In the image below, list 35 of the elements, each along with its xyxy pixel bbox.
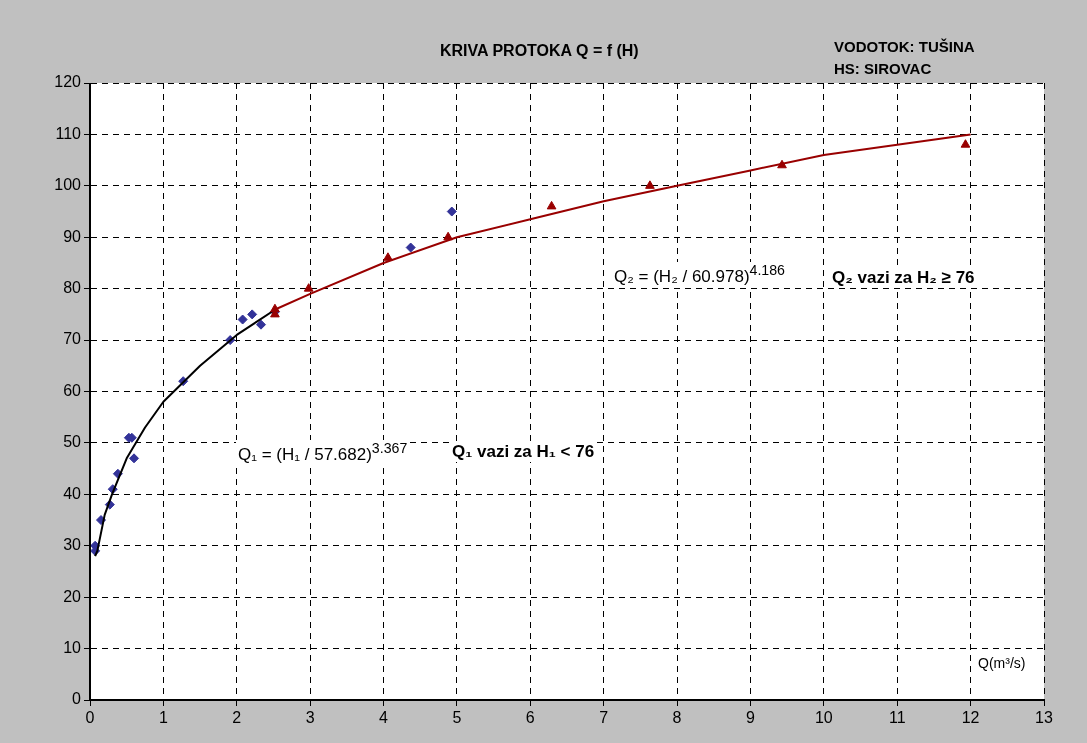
y-tick-label: 0	[72, 690, 82, 708]
annotation: Q₁ vazi za H₁ < 76	[450, 442, 597, 462]
x-tick-label: 8	[672, 709, 682, 727]
y-tick-label: 30	[63, 536, 82, 554]
annotation: Q₂ = (H₂ / 60.978)$^{4.186}$	[612, 262, 787, 287]
x-tick-label: 6	[525, 709, 535, 727]
y-tick-label: 10	[63, 638, 82, 656]
chart-title: KRIVA PROTOKA Q = f (H)	[440, 42, 639, 60]
x-tick-label: 0	[85, 709, 95, 727]
x-tick-label: 3	[305, 709, 315, 727]
x-tick-label: 5	[452, 709, 462, 727]
x-tick-label: 12	[961, 709, 980, 727]
x-tick-label: 2	[232, 709, 242, 727]
y-tick-label: 70	[63, 330, 82, 348]
text: HS: SIROVAC	[833, 60, 933, 77]
y-tick-label: 40	[63, 484, 82, 502]
y-tick-label: 20	[63, 587, 82, 605]
x-tick-label: 10	[814, 709, 833, 727]
y-tick-label: 120	[54, 73, 82, 91]
text: VODOTOK: TUŠINA	[833, 38, 976, 55]
x-tick-label: 7	[599, 709, 609, 727]
y-tick-label: 60	[63, 381, 82, 399]
y-tick-label: 80	[63, 279, 82, 297]
x-tick-label: 11	[888, 709, 906, 727]
annotation: Q₁ = (H₁ / 57.682)$^{3.367}$	[236, 440, 410, 465]
y-tick-label: 100	[54, 176, 82, 194]
y-tick-label: 50	[63, 433, 82, 451]
x-tick-label: 1	[158, 709, 168, 727]
annotation: Q₂ vazi za H₂ ≥ 76	[830, 268, 977, 288]
y-tick-label: 110	[55, 124, 82, 142]
x-tick-label: 9	[746, 709, 756, 727]
x-axis-title: Q(m³/s)	[978, 655, 1026, 671]
x-tick-label: 4	[379, 709, 389, 727]
y-tick-label: 90	[63, 227, 82, 245]
x-tick-label: 13	[1035, 709, 1053, 727]
